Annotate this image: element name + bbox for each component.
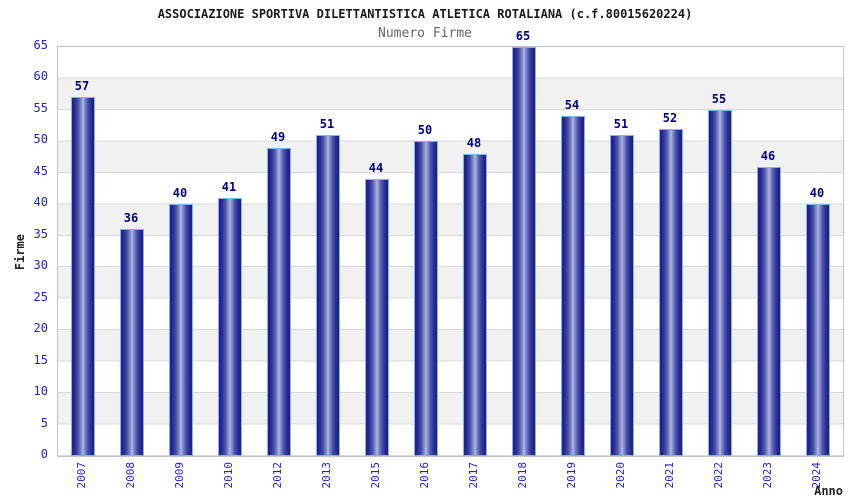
y-tick-label: 15 (33, 352, 48, 367)
bar-2008 (120, 229, 144, 456)
y-tick-label: 50 (33, 132, 48, 147)
bar-2024 (806, 204, 830, 456)
y-tick-label: 45 (33, 163, 48, 178)
chart-subtitle: Numero Firme (378, 26, 472, 41)
x-tick-label: 2021 (663, 462, 676, 489)
bar-2009 (169, 204, 193, 456)
y-tick-label: 55 (33, 100, 48, 115)
y-tick-label: 0 (40, 447, 48, 461)
y-tick-label: 10 (33, 384, 48, 399)
bar-value-label: 65 (515, 29, 531, 43)
bar-value-label: 41 (221, 180, 237, 194)
bar-2015 (365, 179, 389, 456)
y-tick-label: 35 (33, 226, 48, 241)
bar-2023 (757, 167, 781, 456)
y-tick-label: 40 (33, 195, 48, 210)
bar-2022 (708, 110, 732, 456)
bar-2020 (610, 135, 634, 456)
x-tick-label: 2022 (712, 462, 725, 489)
x-tick-label: 2009 (173, 462, 186, 489)
bar-2010 (218, 198, 242, 456)
bar-value-label: 55 (711, 92, 727, 106)
y-tick-label: 65 (33, 38, 48, 52)
x-tick-label: 2012 (271, 462, 284, 489)
bar-2016 (414, 141, 438, 456)
bar-value-label: 40 (172, 186, 188, 200)
bar-2021 (659, 129, 683, 456)
bar-2019 (561, 116, 585, 456)
bar-value-label: 44 (368, 161, 384, 175)
x-tick-label: 2023 (761, 462, 774, 489)
y-tick-label: 20 (33, 321, 48, 336)
bar-value-label: 51 (613, 117, 629, 131)
chart-title: ASSOCIAZIONE SPORTIVA DILETTANTISTICA AT… (157, 7, 693, 21)
bar-value-label: 40 (809, 186, 825, 200)
plot-area (57, 46, 844, 457)
bar-2012 (267, 148, 291, 456)
bar-value-label: 51 (319, 117, 335, 131)
x-tick-label: 2007 (75, 462, 88, 489)
y-tick-label: 5 (40, 415, 48, 430)
bar-2007 (71, 97, 95, 456)
bar-value-label: 46 (760, 149, 776, 163)
bar-value-label: 36 (123, 211, 139, 225)
x-tick-label: 2017 (467, 462, 480, 489)
bar-value-label: 50 (417, 123, 433, 137)
bar-value-label: 54 (564, 98, 580, 112)
x-axis-title: Anno (814, 484, 843, 498)
bar-2018 (512, 47, 536, 456)
y-tick-label: 30 (33, 258, 48, 273)
bar-2013 (316, 135, 340, 456)
x-tick-label: 2016 (418, 462, 431, 489)
y-tick-label: 25 (33, 289, 48, 304)
bar-2017 (463, 154, 487, 456)
x-tick-label: 2019 (565, 462, 578, 489)
bar-value-label: 52 (662, 111, 678, 125)
y-tick-label: 60 (33, 69, 48, 84)
x-tick-label: 2015 (369, 462, 382, 489)
x-tick-label: 2018 (516, 462, 529, 489)
x-tick-label: 2010 (222, 462, 235, 489)
x-tick-label: 2020 (614, 462, 627, 489)
x-tick-label: 2008 (124, 462, 137, 489)
bar-value-label: 57 (74, 79, 90, 93)
bar-value-label: 48 (466, 136, 482, 150)
x-tick-label: 2013 (320, 462, 333, 489)
bar-value-label: 49 (270, 130, 286, 144)
